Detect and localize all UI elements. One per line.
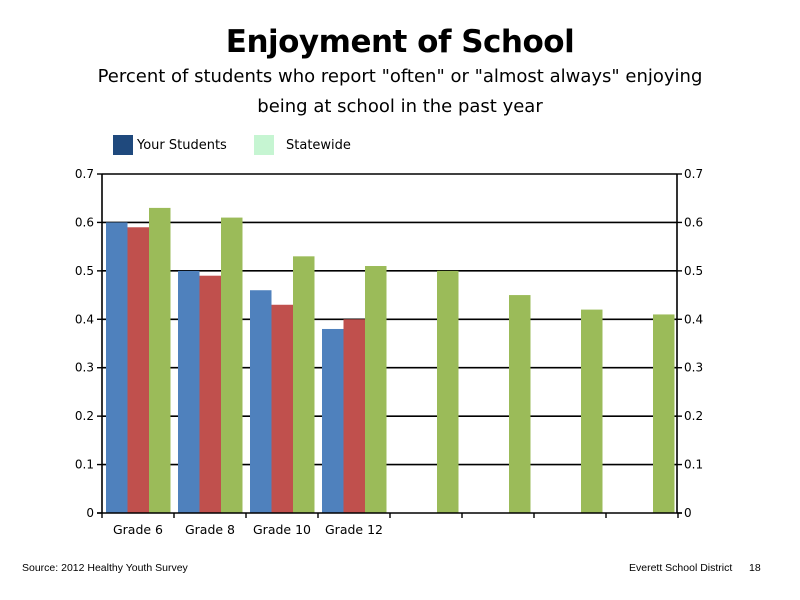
bar [437, 270, 459, 513]
y-tick-label-right: 0 [684, 506, 692, 520]
bar [149, 207, 171, 513]
bar [250, 290, 272, 513]
y-tick-label-left: 0.2 [75, 409, 94, 423]
bar [127, 227, 149, 513]
chart-subtitle-line-2: being at school in the past year [257, 96, 543, 117]
y-tick-label-right: 0.4 [684, 312, 703, 326]
chart-title: Enjoyment of School [225, 24, 575, 60]
y-tick-label-left: 0.3 [75, 361, 94, 375]
y-tick-label-right: 0.2 [684, 409, 703, 423]
bar [365, 266, 387, 513]
bar [581, 309, 603, 513]
y-tick-label-right: 0.5 [684, 264, 703, 278]
bar [322, 328, 344, 513]
legend-your-students: Your Students [113, 135, 227, 155]
y-tick-label-right: 0.3 [684, 361, 703, 375]
y-tick-label-left: 0 [86, 506, 94, 520]
y-tick-label-right: 0.7 [684, 167, 703, 181]
bar [271, 304, 293, 513]
bar [199, 275, 221, 513]
y-tick-label-left: 0.1 [75, 458, 94, 472]
y-tick-label-right: 0.1 [684, 458, 703, 472]
x-category-label: Grade 12 [325, 522, 383, 537]
legend-label-statewide: Statewide [286, 137, 351, 153]
bar [509, 295, 531, 513]
legend-swatch-statewide [254, 135, 274, 155]
y-tick-label-left: 0.7 [75, 167, 94, 181]
x-category-label: Grade 8 [185, 522, 235, 537]
source-note: Source: 2012 Healthy Youth Survey [22, 562, 188, 574]
bar [343, 319, 365, 513]
legend-label-your-students: Your Students [137, 137, 227, 153]
x-category-label: Grade 10 [253, 522, 311, 537]
chart-subtitle-line-1: Percent of students who report "often" o… [97, 66, 703, 87]
x-category-label: Grade 6 [113, 522, 163, 537]
y-tick-label-left: 0.4 [75, 312, 94, 326]
legend-statewide: Statewide [254, 135, 351, 155]
y-tick-label-left: 0.6 [75, 215, 94, 229]
organization-name: Everett School District [629, 562, 733, 574]
bar [653, 314, 675, 513]
page-number: 18 [749, 562, 761, 574]
bar [293, 256, 315, 513]
bar [221, 217, 243, 514]
legend-swatch-your-students [113, 135, 133, 155]
bar [178, 270, 200, 513]
y-tick-label-left: 0.5 [75, 264, 94, 278]
y-tick-label-right: 0.6 [684, 215, 703, 229]
bar [106, 222, 128, 513]
